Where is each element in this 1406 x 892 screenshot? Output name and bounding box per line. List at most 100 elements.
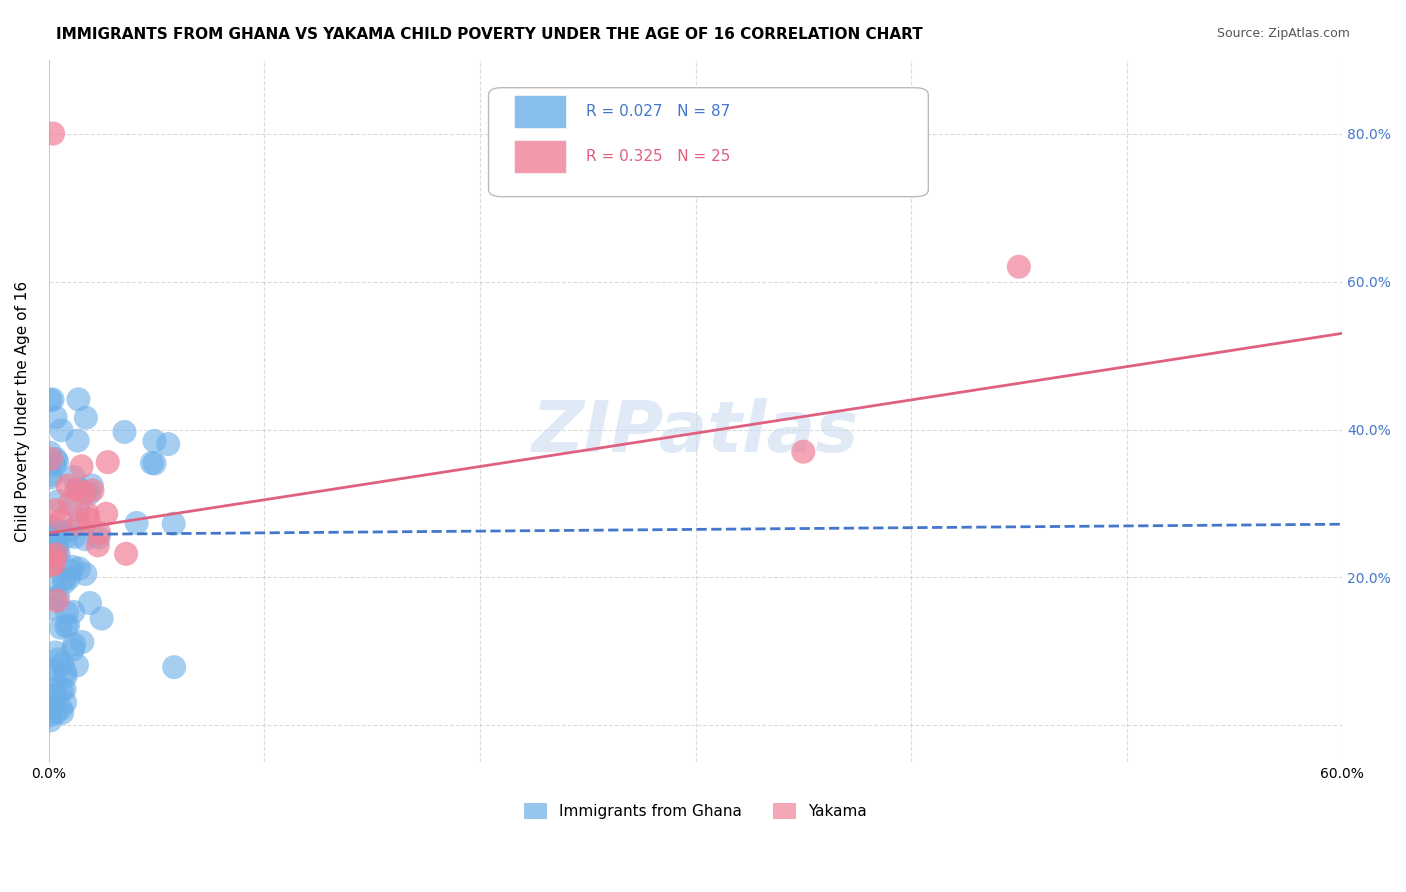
Point xyxy=(55,619,77,633)
Point xyxy=(89,526,111,541)
Point xyxy=(45,503,67,517)
Point xyxy=(70,459,93,474)
Point xyxy=(42,669,65,683)
Point xyxy=(49,621,72,635)
Point xyxy=(76,507,98,521)
Point xyxy=(55,669,77,683)
Point xyxy=(42,697,65,711)
Point xyxy=(49,513,72,527)
Point xyxy=(42,127,65,141)
Point xyxy=(163,516,186,531)
Point xyxy=(44,458,66,472)
Point xyxy=(62,642,84,657)
Point xyxy=(143,434,166,448)
Point xyxy=(115,547,138,561)
Point xyxy=(53,682,76,697)
Text: R = 0.027   N = 87: R = 0.027 N = 87 xyxy=(585,104,730,120)
Point xyxy=(56,606,79,620)
FancyBboxPatch shape xyxy=(488,87,928,196)
Point xyxy=(63,637,86,651)
FancyBboxPatch shape xyxy=(515,140,567,173)
Point xyxy=(143,457,166,471)
Point xyxy=(51,657,73,671)
Point xyxy=(58,571,80,585)
Point xyxy=(77,486,100,500)
Point xyxy=(38,533,60,547)
Point xyxy=(46,590,69,604)
Y-axis label: Child Poverty Under the Age of 16: Child Poverty Under the Age of 16 xyxy=(15,280,30,541)
Point xyxy=(75,410,97,425)
Point xyxy=(39,714,62,728)
Point xyxy=(59,496,82,510)
Point xyxy=(80,478,103,492)
Point xyxy=(39,446,62,460)
Point xyxy=(51,423,73,437)
Point xyxy=(48,652,70,666)
Point xyxy=(44,689,66,703)
Point xyxy=(45,547,67,561)
Point xyxy=(45,531,67,545)
Point xyxy=(82,483,104,498)
Point xyxy=(59,523,82,537)
Point xyxy=(67,517,90,532)
Point xyxy=(46,541,69,555)
Point xyxy=(59,563,82,577)
Point xyxy=(38,663,60,677)
Point xyxy=(38,545,60,559)
Point xyxy=(38,708,60,723)
Point xyxy=(41,392,63,407)
Point xyxy=(97,455,120,469)
Point xyxy=(41,601,63,615)
Point xyxy=(73,533,96,547)
Point xyxy=(44,682,66,697)
Point xyxy=(792,444,814,458)
Point xyxy=(51,683,73,698)
Point xyxy=(66,434,89,448)
Point xyxy=(67,561,90,575)
Point xyxy=(45,452,67,467)
Point xyxy=(141,456,163,470)
Point xyxy=(48,494,70,508)
Point xyxy=(53,572,76,586)
Point xyxy=(62,470,84,484)
Point xyxy=(39,470,62,484)
Point xyxy=(79,596,101,610)
Point xyxy=(41,549,63,564)
Point xyxy=(56,618,79,632)
Point xyxy=(66,658,89,673)
Point xyxy=(45,538,67,552)
Text: Source: ZipAtlas.com: Source: ZipAtlas.com xyxy=(1216,27,1350,40)
Point xyxy=(96,507,118,521)
Point xyxy=(53,696,76,710)
Point xyxy=(125,516,148,530)
Point xyxy=(45,549,67,564)
Point xyxy=(87,531,110,545)
Point xyxy=(53,665,76,680)
Point xyxy=(44,591,66,606)
Point xyxy=(38,522,60,536)
Point xyxy=(39,558,62,573)
Point xyxy=(44,557,66,571)
Point xyxy=(41,527,63,541)
Point xyxy=(67,503,90,517)
Point xyxy=(44,645,66,659)
Point xyxy=(53,575,76,590)
Text: IMMIGRANTS FROM GHANA VS YAKAMA CHILD POVERTY UNDER THE AGE OF 16 CORRELATION CH: IMMIGRANTS FROM GHANA VS YAKAMA CHILD PO… xyxy=(56,27,922,42)
Point xyxy=(45,410,67,425)
Point xyxy=(56,478,79,492)
Text: R = 0.325   N = 25: R = 0.325 N = 25 xyxy=(585,149,730,164)
Point xyxy=(157,437,180,451)
Point xyxy=(48,548,70,562)
Point xyxy=(41,702,63,716)
Point xyxy=(67,392,90,407)
Point xyxy=(41,553,63,567)
FancyBboxPatch shape xyxy=(515,95,567,128)
Point xyxy=(39,393,62,408)
Point xyxy=(75,566,97,581)
Point xyxy=(62,605,84,619)
Point xyxy=(63,530,86,544)
Point xyxy=(87,538,110,552)
Point xyxy=(77,512,100,526)
Point xyxy=(44,573,66,587)
Point xyxy=(46,593,69,607)
